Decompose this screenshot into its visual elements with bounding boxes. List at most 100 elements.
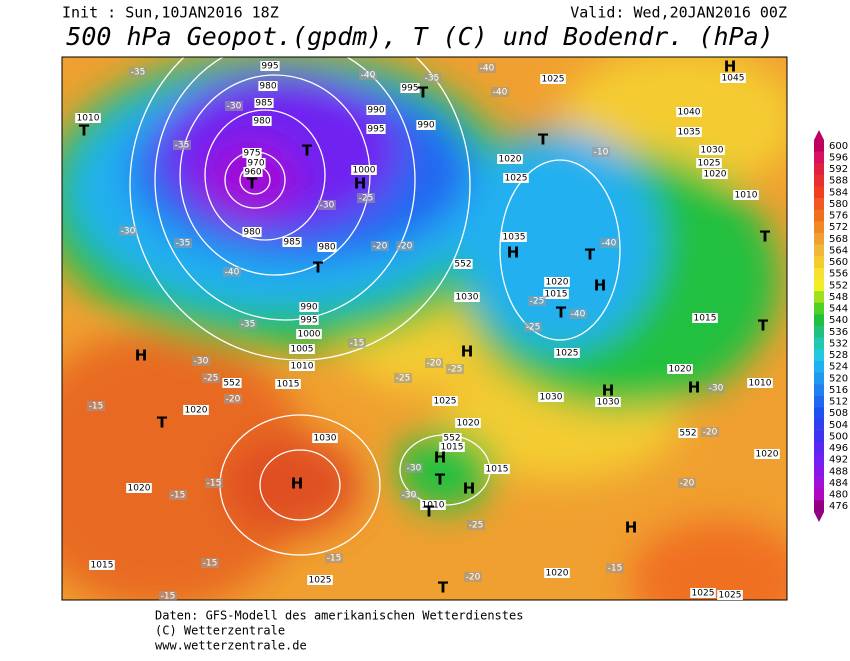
label-box — [676, 107, 702, 117]
label-box — [366, 105, 386, 115]
label-box — [400, 83, 420, 93]
temperature-label: -15 — [161, 592, 176, 602]
temperature-label: -40 — [602, 239, 617, 249]
isobar-label: 990 — [300, 303, 317, 313]
label-box — [119, 226, 137, 236]
colorbar-swatch — [814, 279, 824, 292]
map-frame — [61, 56, 788, 601]
pressure-center: H — [594, 277, 607, 295]
label-box — [420, 500, 446, 510]
label-box — [359, 70, 377, 80]
isobar-label: 1000 — [353, 166, 376, 176]
temperature-label: -20 — [466, 573, 481, 583]
label-box — [258, 81, 278, 91]
label-box — [455, 418, 481, 428]
label-box — [678, 478, 696, 488]
colorbar-label: 548 — [829, 292, 848, 303]
label-box — [528, 296, 546, 306]
colorbar-arrow — [814, 130, 824, 140]
label-box — [497, 154, 523, 164]
colorbar-swatch — [814, 140, 824, 152]
pressure-center: T — [157, 414, 168, 432]
colorbar-label: 476 — [829, 501, 848, 512]
pressure-center: H — [463, 480, 476, 498]
temperature-label: -25 — [469, 521, 484, 531]
label-box — [690, 588, 716, 598]
isobar-label: 1030 — [456, 293, 479, 303]
isobar-label: 1020 — [669, 365, 692, 375]
isobar-label: 1010 — [291, 362, 314, 372]
isobar-label: 1020 — [457, 419, 480, 429]
isobar-label: 1015 — [486, 465, 509, 475]
label-box — [260, 61, 280, 71]
isobar-label: 552 — [223, 379, 240, 389]
label-box — [89, 560, 115, 570]
colorbar-label: 480 — [829, 490, 848, 501]
colorbar-swatch — [814, 337, 824, 350]
colorbar-swatch — [814, 291, 824, 304]
isobar-label: 985 — [255, 99, 272, 109]
temperature-label: -20 — [398, 242, 413, 252]
label-box — [254, 98, 274, 108]
temperature-label: -30 — [402, 491, 417, 501]
pressure-center: T — [438, 579, 449, 597]
label-box — [503, 173, 529, 183]
label-box — [569, 309, 587, 319]
pressure-center: T — [556, 304, 567, 322]
temperature-label: -15 — [350, 339, 365, 349]
colorbar-swatch — [814, 209, 824, 222]
temperature-label: -15 — [203, 559, 218, 569]
map-background — [62, 57, 787, 600]
pressure-center: T — [79, 122, 90, 140]
isobar-label: 1030 — [701, 146, 724, 156]
temperature-label: -30 — [320, 201, 335, 211]
label-box — [396, 241, 414, 251]
temperature-label: -15 — [207, 479, 222, 489]
colorbar-label: 492 — [829, 455, 848, 466]
isobar-label: 980 — [243, 228, 260, 238]
temperature-label: -25 — [448, 365, 463, 375]
label-box — [699, 145, 725, 155]
label-box — [446, 364, 464, 374]
pressure-center: T — [538, 131, 549, 149]
label-box — [296, 329, 322, 339]
label-box — [222, 378, 242, 388]
temperature-label: -10 — [594, 148, 609, 158]
label-box — [554, 348, 580, 358]
colorbar-label: 500 — [829, 431, 848, 442]
label-box — [667, 364, 693, 374]
pressure-center: H — [602, 382, 615, 400]
isobar-label: 1025 — [542, 75, 565, 85]
label-box — [366, 124, 386, 134]
isobar-label: 1030 — [540, 393, 563, 403]
isobar-label: 995 — [300, 316, 317, 326]
label-box — [126, 483, 152, 493]
temperature-label: -30 — [407, 464, 422, 474]
colorbar-swatch — [814, 500, 824, 513]
temperature-label: -15 — [171, 491, 186, 501]
label-box — [129, 67, 147, 77]
pressure-center: T — [302, 142, 313, 160]
valid-time: Valid: Wed,20JAN2016 00Z — [570, 4, 787, 22]
temperature-label: -35 — [176, 239, 191, 249]
pressure-center: T — [758, 317, 769, 335]
colorbar-label: 552 — [829, 280, 848, 291]
label-box — [538, 392, 564, 402]
pressure-center: T — [247, 175, 258, 193]
isobar-label: 995 — [261, 62, 278, 72]
isobar-label: 1020 — [499, 155, 522, 165]
pressure-center: H — [135, 347, 148, 365]
colorbar-swatch — [814, 395, 824, 408]
colorbar-label: 560 — [829, 257, 848, 268]
colorbar-label: 532 — [829, 338, 848, 349]
colorbar-label: 600 — [829, 141, 848, 152]
label-box — [478, 63, 496, 73]
colorbar-label: 544 — [829, 304, 848, 315]
label-box — [325, 553, 343, 563]
label-box — [348, 338, 366, 348]
isobar-label: 1020 — [756, 450, 779, 460]
label-box — [491, 87, 509, 97]
isobar-label: 552 — [443, 434, 460, 444]
map-title: 500 hPa Geopot.(gpdm), T (C) und Bodendr… — [66, 22, 773, 51]
isobar-label: 1025 — [719, 591, 742, 601]
